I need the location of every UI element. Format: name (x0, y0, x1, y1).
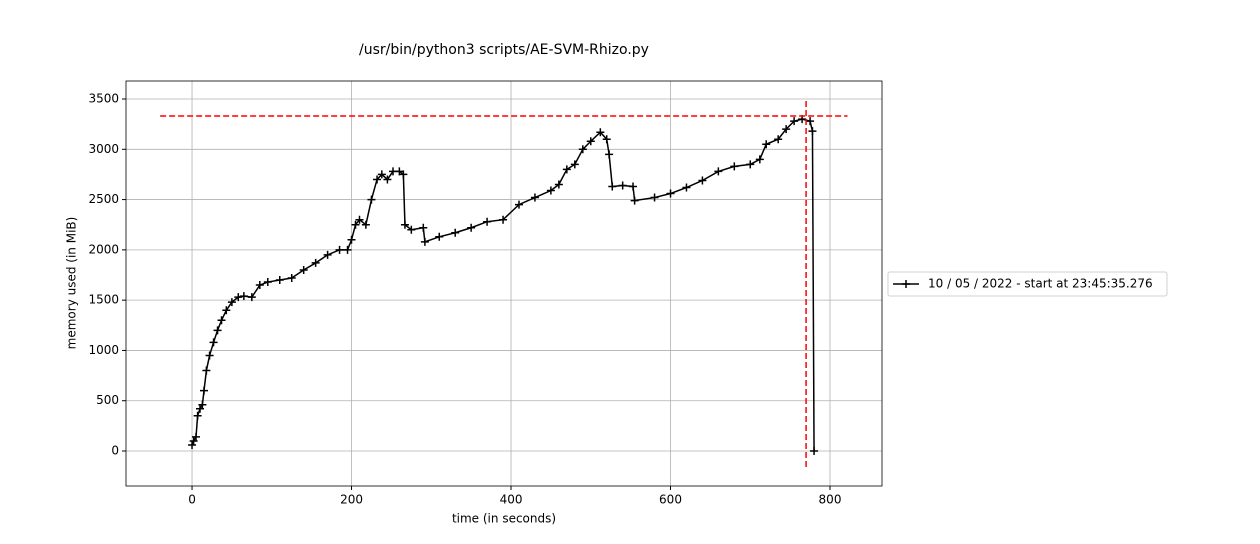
marker (205, 351, 214, 360)
marker (247, 293, 256, 302)
marker (335, 245, 344, 254)
marker (451, 228, 460, 237)
marker (407, 225, 416, 234)
y-tick-label: 1000 (88, 343, 119, 357)
x-axis-label: time (in seconds) (452, 512, 556, 526)
marker (347, 235, 356, 244)
marker (351, 220, 360, 229)
marker (682, 183, 691, 192)
marker (255, 281, 264, 290)
y-tick-label: 1500 (88, 293, 119, 307)
x-tick-label: 800 (819, 493, 842, 507)
marker (782, 125, 791, 134)
marker (666, 189, 675, 198)
marker (209, 338, 218, 347)
marker (467, 223, 476, 232)
marker (355, 215, 364, 224)
marker (263, 278, 272, 287)
marker (554, 180, 563, 189)
marker (373, 175, 382, 184)
marker (234, 293, 243, 302)
marker (193, 411, 202, 420)
marker (618, 181, 627, 190)
marker (311, 258, 320, 267)
marker (299, 265, 308, 274)
chart-title: /usr/bin/python3 scripts/AE-SVM-Rhizo.py (359, 42, 649, 58)
marker (188, 440, 197, 449)
marker (189, 436, 198, 445)
legend-marker (902, 280, 910, 288)
plot-frame (125, 80, 883, 487)
marker (578, 145, 587, 154)
legend-box (887, 271, 1168, 297)
marker (399, 170, 408, 179)
marker (755, 155, 764, 164)
y-tick-label: 0 (111, 444, 119, 458)
marker (227, 298, 236, 307)
marker (730, 162, 739, 171)
marker (361, 220, 370, 229)
marker (808, 127, 817, 136)
marker (383, 175, 392, 184)
marker (570, 160, 579, 169)
y-axis-label: memory used (in MiB) (65, 217, 79, 350)
marker (546, 186, 555, 195)
marker (746, 160, 755, 169)
marker (714, 167, 723, 176)
marker (790, 117, 799, 126)
marker (239, 292, 248, 301)
marker (323, 250, 332, 259)
marker (806, 117, 815, 126)
x-tick-label: 400 (500, 493, 523, 507)
marker (698, 176, 707, 185)
marker (762, 140, 771, 149)
marker (596, 128, 605, 137)
y-tick-label: 3000 (88, 142, 119, 156)
marker (343, 245, 352, 254)
marker (419, 223, 428, 232)
marker (586, 137, 595, 146)
x-tick-label: 600 (659, 493, 682, 507)
x-tick-label: 0 (188, 493, 196, 507)
marker (202, 366, 211, 375)
marker (213, 326, 222, 335)
marker (499, 215, 508, 224)
marker (367, 195, 376, 204)
marker (199, 386, 208, 395)
y-tick-label: 2500 (88, 192, 119, 206)
marker (605, 150, 614, 159)
marker (420, 237, 429, 246)
marker (198, 400, 207, 409)
marker (400, 220, 409, 229)
marker (562, 165, 571, 174)
marker (196, 404, 205, 413)
marker (629, 182, 638, 191)
marker (222, 306, 231, 315)
marker (377, 170, 386, 179)
y-tick-label: 2000 (88, 242, 119, 256)
legend-label: 10 / 05 / 2022 - start at 23:45:35.276 (928, 277, 1153, 291)
marker (650, 193, 659, 202)
marker (483, 217, 492, 226)
marker (774, 135, 783, 144)
marker (514, 200, 523, 209)
y-tick-label: 500 (96, 393, 119, 407)
marker (602, 135, 611, 144)
marker (608, 182, 617, 191)
marker (810, 447, 819, 456)
x-tick-label: 200 (340, 493, 363, 507)
marker (192, 432, 201, 441)
line (191, 118, 815, 452)
marker (287, 274, 296, 283)
marker (630, 196, 639, 205)
marker (530, 193, 539, 202)
marker (435, 232, 444, 241)
y-tick-label: 3500 (88, 92, 119, 106)
marker (217, 316, 226, 325)
marker (275, 276, 284, 285)
